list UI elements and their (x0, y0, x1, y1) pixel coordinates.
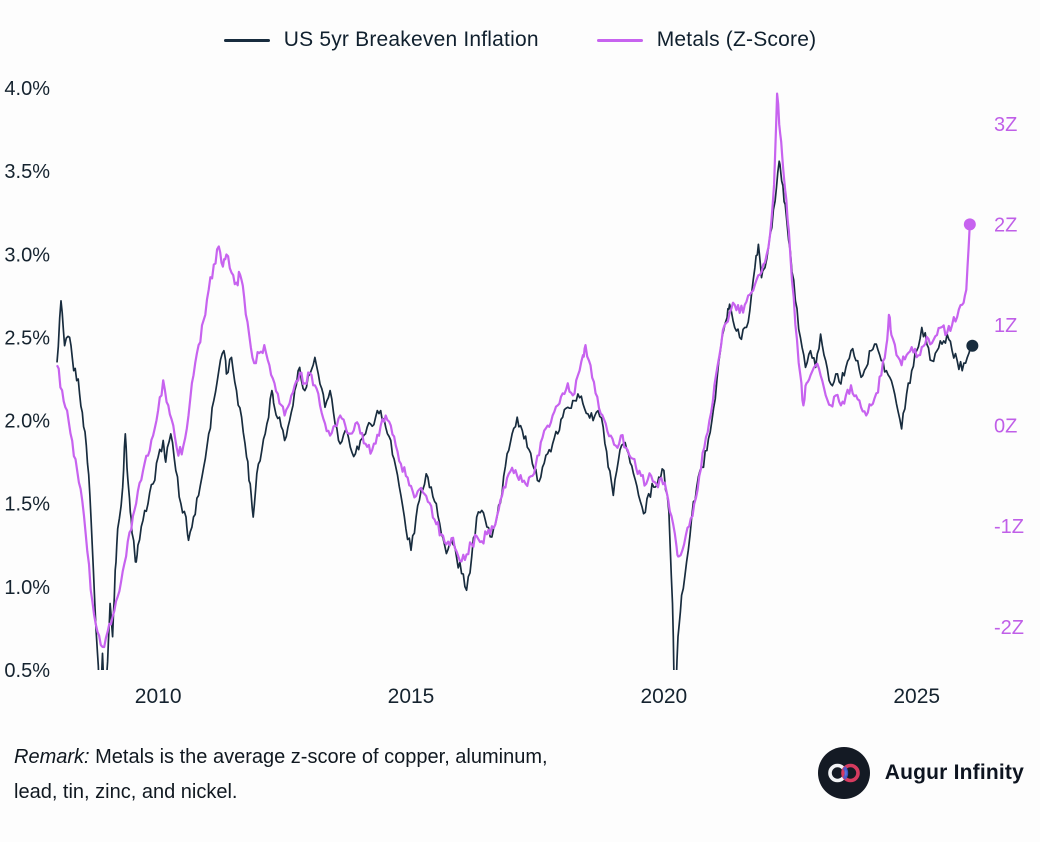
legend-line-breakeven (223, 38, 270, 42)
remark-body: Metals is the average z-score of copper,… (14, 746, 548, 803)
series-end-dot-breakeven (966, 339, 979, 352)
series-end-dot-metals (963, 218, 976, 231)
x-axis-tick: 2025 (893, 685, 940, 708)
right-axis-tick: 3Z (994, 114, 1017, 136)
left-axis-tick: 1.5% (4, 494, 50, 516)
legend-item-metals: Metals (Z-Score) (596, 28, 817, 52)
left-axis-tick: 1.0% (4, 577, 50, 599)
augur-infinity-logo-icon (817, 747, 870, 799)
right-axis-tick: -1Z (994, 516, 1024, 538)
chart-footer: Remark: Metals is the average z-score of… (0, 732, 1040, 842)
x-axis-tick: 2010 (135, 685, 182, 708)
x-axis-tick: 2015 (388, 685, 435, 708)
right-axis-tick: -2Z (994, 617, 1024, 639)
dual-axis-line-chart: 4.0% 3.5% 3.0% 2.5% 2.0% 1.5% 1.0% 0.5% 3Z 2Z 1Z 0Z… (4, 78, 1024, 708)
brand-block: Augur Infinity (817, 746, 1024, 800)
right-axis-tick: 1Z (994, 315, 1017, 337)
left-axis-tick: 2.5% (4, 327, 50, 349)
series-line-breakeven (56, 160, 973, 670)
right-axis-tick: 2Z (994, 214, 1017, 236)
legend-label-metals: Metals (Z-Score) (656, 28, 817, 51)
remark-text: Remark: Metals is the average z-score of… (14, 740, 554, 810)
brand-name: Augur Infinity (884, 761, 1024, 784)
chart-legend: US 5yr Breakeven Inflation Metals (Z-Sco… (0, 28, 1040, 52)
left-axis-tick: 3.0% (4, 244, 50, 266)
left-axis-tick: 0.5% (4, 660, 50, 682)
left-axis-tick: 4.0% (4, 78, 50, 100)
legend-line-metals (596, 38, 643, 42)
left-axis-tick: 3.5% (4, 161, 50, 183)
series-line-metals (56, 92, 971, 649)
x-axis-tick: 2020 (641, 685, 688, 708)
legend-item-breakeven: US 5yr Breakeven Inflation (223, 28, 539, 52)
legend-label-breakeven: US 5yr Breakeven Inflation (283, 28, 539, 51)
right-axis-tick: 0Z (994, 416, 1017, 438)
left-axis-tick: 2.0% (4, 411, 50, 433)
remark-label: Remark: (14, 746, 90, 768)
